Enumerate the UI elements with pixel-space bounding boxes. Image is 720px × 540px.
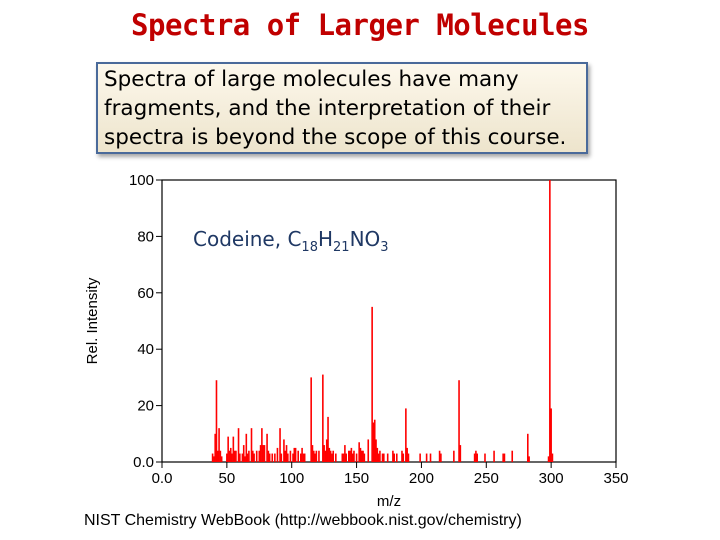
description-line-2: fragments, and the interpretation of the… xyxy=(104,96,551,121)
y-axis-label: Rel. Intensity xyxy=(84,277,101,364)
x-tick-label: 200 xyxy=(409,470,434,487)
y-tick-label: 60 xyxy=(137,285,154,302)
y-tick-label: 20 xyxy=(137,398,154,415)
source-citation: NIST Chemistry WebBook (http://webbook.n… xyxy=(84,512,522,529)
peaks xyxy=(211,180,554,462)
annotation-subscript: 18 xyxy=(301,240,318,255)
x-tick-label: 350 xyxy=(603,470,628,487)
x-axis: 0.0 50 100 150 200 250 300 350 xyxy=(152,462,629,487)
slide-title: Spectra of Larger Molecules xyxy=(131,8,589,42)
description-box: Spectra of large molecules have many fra… xyxy=(96,62,588,154)
x-tick-label: 0.0 xyxy=(152,470,173,487)
x-tick-label: 50 xyxy=(219,470,236,487)
y-tick-label: 80 xyxy=(137,228,154,245)
y-tick-label: 40 xyxy=(137,341,154,358)
x-tick-label: 100 xyxy=(279,470,304,487)
plot-frame xyxy=(161,179,617,463)
x-tick-label: 150 xyxy=(344,470,369,487)
annotation-text: H xyxy=(318,227,333,251)
y-tick-label: 100 xyxy=(129,172,154,189)
annotation-subscript: 21 xyxy=(333,240,350,255)
annotation-text: Codeine, C xyxy=(193,227,301,251)
y-tick-label: 0.0 xyxy=(133,454,154,471)
y-axis: 0.0 20 40 60 80 100 xyxy=(129,172,162,471)
x-axis-label: m/z xyxy=(377,493,401,510)
x-tick-label: 250 xyxy=(474,470,499,487)
compound-annotation: Codeine, C18H21NO3 xyxy=(193,227,389,255)
annotation-subscript: 3 xyxy=(380,240,388,255)
annotation-text: NO xyxy=(350,227,381,251)
description-line-1: Spectra of large molecules have many xyxy=(104,67,519,92)
x-tick-label: 300 xyxy=(539,470,564,487)
description-line-3: spectra is beyond the scope of this cour… xyxy=(104,125,567,150)
